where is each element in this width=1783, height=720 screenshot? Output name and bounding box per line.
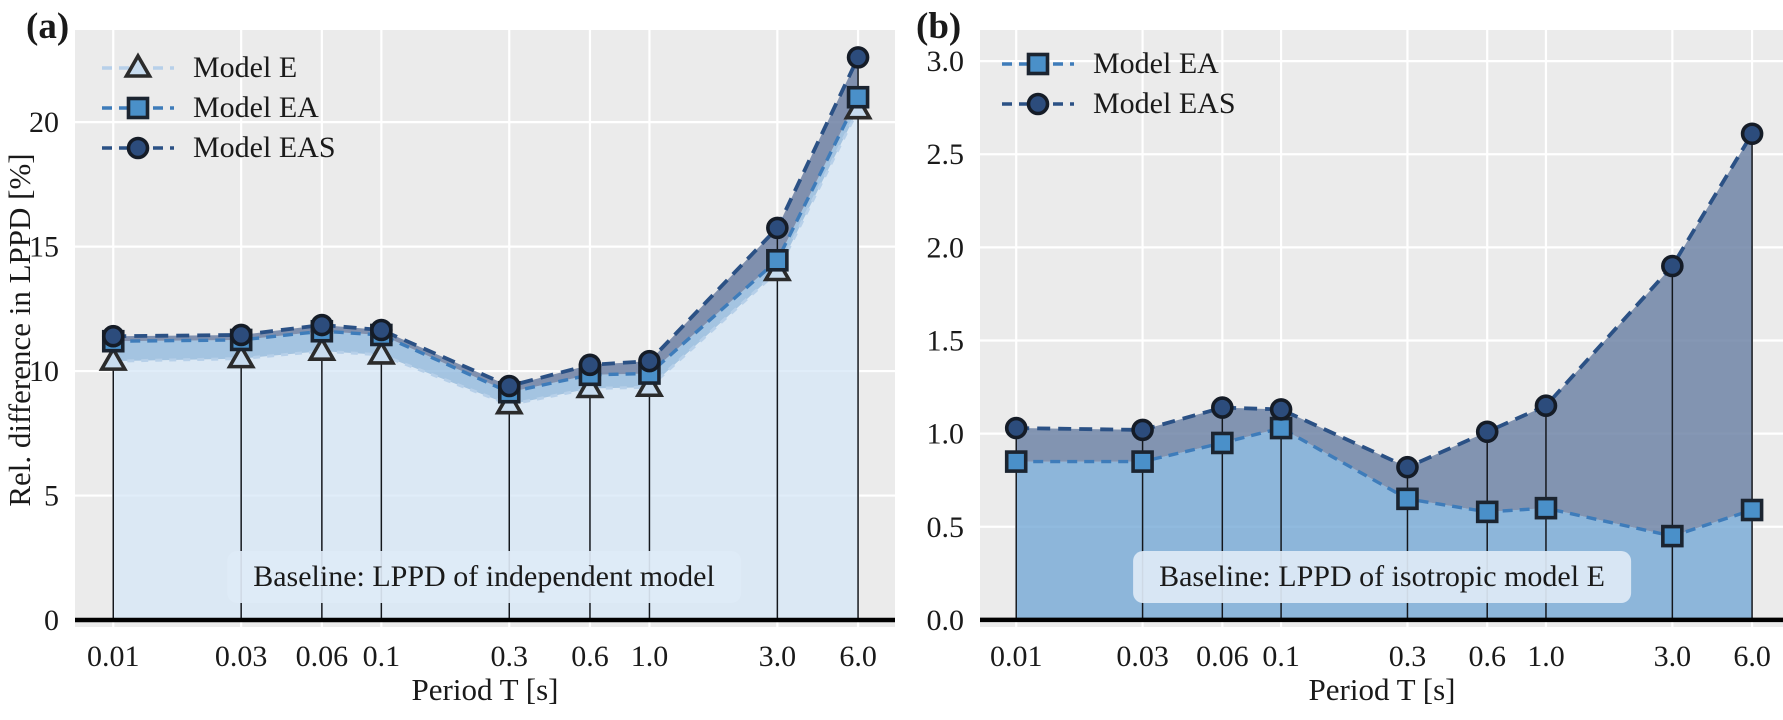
y-tick-label: 0.0 [927,604,965,637]
legend-label: Model EAS [193,131,336,164]
legend-item-model-eas: Model EAS [100,128,336,168]
square-marker [1740,498,1764,522]
circle-marker [229,323,253,347]
legend-panel-b: Model EA Model EAS [1000,44,1236,124]
circle-marker [1396,455,1419,479]
series-line-Model E [113,108,860,407]
circle-marker [638,349,661,373]
square-marker-icon [102,96,174,120]
x-tick-label: 0.1 [1262,640,1300,673]
circle-marker-icon [102,136,174,160]
x-tick-label: 0.3 [491,640,529,673]
baseline-annotation-panel-a: Baseline: LPPD of independent model [227,551,741,603]
x-tick-label: 0.01 [990,640,1043,673]
x-tick-label: 0.3 [1389,640,1427,673]
square-marker [1211,431,1234,455]
circle-marker [126,136,150,160]
x-tick-label: 1.0 [631,640,669,673]
legend-label: Model EA [1093,47,1219,80]
x-tick-label: 0.01 [87,640,140,673]
circle-marker [310,313,334,337]
square-marker [126,96,150,120]
circle-marker-icon [1002,92,1074,116]
x-tick-label: 6.0 [1733,640,1771,673]
circle-marker [1026,92,1050,116]
x-tick-label: 0.03 [1116,640,1169,673]
square-marker [1475,500,1499,524]
y-tick-label: 3.0 [927,45,965,78]
legend-item-model-ea: Model EA [1000,44,1236,84]
legend-item-model-eas: Model EAS [1000,84,1236,124]
square-marker [1396,487,1419,511]
circle-marker [766,216,789,240]
area-fill-below-Model E [113,109,859,621]
x-tick-label: 0.6 [571,640,609,673]
x-tick-label: 3.0 [759,640,797,673]
square-marker [1131,450,1154,473]
circle-marker [1661,254,1684,278]
triangle-marker [575,372,605,399]
y-tick-label: 2.5 [927,138,965,171]
x-tick-label: 0.06 [1196,640,1249,673]
circle-marker [1131,418,1154,442]
square-marker [1269,416,1293,440]
square-marker-icon [1002,52,1074,76]
circle-marker [1475,420,1499,444]
circle-marker [1740,122,1764,146]
circle-marker [1211,396,1234,419]
x-tick-label: 6.0 [839,640,877,673]
x-tick-label: 0.6 [1468,640,1506,673]
x-tick-label: 0.1 [363,640,401,673]
circle-marker [497,374,521,398]
circle-marker [1269,398,1293,421]
circle-marker [578,353,602,377]
circle-marker [846,46,870,69]
y-tick-label: 20 [29,106,59,139]
triangle-marker [307,335,337,361]
circle-marker [1534,394,1558,418]
x-tick-label: 3.0 [1654,640,1692,673]
circle-marker [370,318,393,342]
y-tick-label: 10 [29,355,59,388]
baseline-annotation-panel-b: Baseline: LPPD of isotropic model E [1133,551,1631,603]
panel-label-a: (a) [26,6,70,47]
y-axis-title-panel-a: Rel. difference in LPPD [%] [2,153,37,507]
y-tick-label: 1.5 [927,325,965,358]
triangle-marker [226,343,256,369]
y-tick-label: 0.5 [927,511,965,544]
triangle-marker [98,345,128,371]
x-tick-label: 0.06 [296,640,349,673]
circle-marker [1004,416,1028,440]
square-marker [1534,496,1558,520]
triangle-marker [366,339,396,365]
square-marker [1026,52,1050,76]
legend-label: Model EA [193,91,319,124]
x-tick-label: 0.03 [215,640,268,673]
square-marker [766,248,789,272]
x-tick-label: 1.0 [1527,640,1565,673]
square-marker [1661,524,1684,548]
panel-(a): 0.01 0.03 0.06 0.1 0.3 0.6 1.0 3.0 6.0 0 5 10 15 20 [29,30,895,673]
legend-item-model-ea: Model EA [100,88,336,128]
y-tick-label: 0 [44,604,59,637]
legend-item-model-e: Model E [100,48,336,88]
triangle-marker [123,52,153,78]
legend-label: Model EAS [1093,87,1236,120]
triangle-marker-icon [102,52,174,78]
panel-label-b: (b) [916,6,962,47]
y-tick-label: 5 [44,480,59,513]
y-tick-label: 1.0 [927,418,965,451]
x-axis-title-panel-b: Period T [s] [1308,672,1456,707]
x-axis-title-panel-a: Period T [s] [411,672,559,707]
triangle-marker [634,371,665,398]
legend-label: Model E [193,51,298,84]
legend-panel-a: Model E Model EA Model EAS [100,48,336,168]
square-marker [846,85,870,109]
area-band-Model EAS [1016,133,1753,537]
square-marker [1004,450,1028,473]
y-tick-label: 15 [29,231,59,264]
y-tick-label: 2.0 [927,231,965,264]
circle-marker [101,324,125,348]
